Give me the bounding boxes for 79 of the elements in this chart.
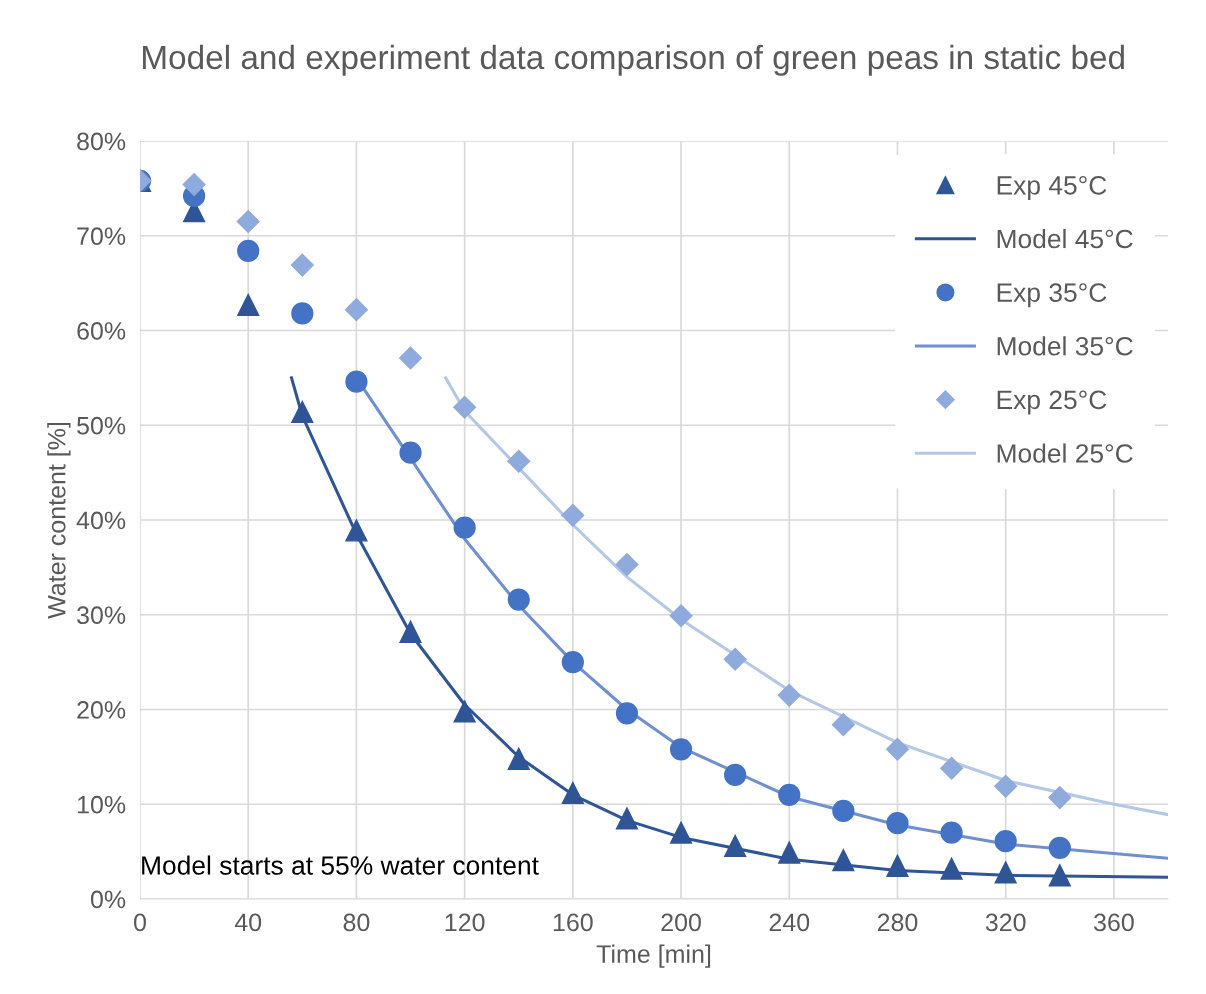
x-tick-label: 200 [661,913,701,932]
point [344,298,368,322]
point [832,849,855,872]
x-tick-label: 320 [985,913,1026,932]
point [669,821,693,844]
point [453,516,476,539]
legend-label: Model 35°C [997,336,1133,356]
point [777,683,801,707]
point [886,854,909,877]
line-series [444,376,1168,817]
legend-label: Model 45°C [997,228,1133,249]
point [453,395,477,419]
point [236,210,260,234]
y-tick-label: 80% [77,132,126,151]
point [615,553,639,577]
point [885,737,909,761]
point [1048,864,1071,887]
point [507,449,531,473]
point [940,857,963,880]
y-tick-label: 0% [90,890,126,909]
point [669,604,693,628]
point [182,173,206,197]
point [723,647,747,671]
point [291,302,314,325]
point [994,830,1017,853]
x-tick-label: 40 [234,913,262,932]
point [778,783,801,806]
x-tick-label: 280 [877,913,918,932]
point [561,781,584,804]
x-tick-label: 160 [553,913,593,932]
point [994,774,1018,798]
legend-label: Exp 45°C [997,176,1107,200]
x-tick-label: 0 [134,913,146,932]
legend-label: Exp 35°C [997,283,1107,308]
point [994,861,1017,884]
legend-label: Model 25°C [997,443,1133,463]
point [237,239,260,263]
point [1048,786,1072,810]
x-tick-label: 240 [769,913,810,932]
point [291,400,314,424]
point [561,503,585,527]
point [615,702,639,725]
point [615,807,639,830]
point [724,834,747,858]
point [1048,836,1071,859]
point [886,812,909,835]
y-tick-label: 10% [77,795,126,814]
point [940,756,964,780]
point [507,588,530,611]
point [669,738,693,761]
point [237,293,260,317]
point [290,253,314,277]
y-tick-label: 20% [77,701,126,719]
y-tick-label: 30% [77,606,126,625]
point [453,700,476,723]
x-tick-label: 360 [1093,913,1134,932]
x-axis-title: Time [min] [596,944,711,968]
point [399,346,423,370]
point [345,370,368,393]
y-axis-title: Water content [%] [47,422,71,619]
y-tick-label: 70% [77,227,126,246]
point [831,713,855,737]
annotation: Model starts at 55% water content [142,855,539,875]
y-tick-label: 50% [77,416,126,435]
chart-title: Model and experiment data comparison of green peas in static bed [143,44,1124,76]
point [832,799,855,822]
point [507,747,530,770]
point [561,651,584,674]
point [399,441,422,464]
point [345,519,368,542]
point [724,763,747,786]
point [399,620,422,643]
y-tick-label: 40% [76,511,126,530]
legend-label: Exp 25°C [997,390,1107,415]
x-tick-label: 80 [343,913,370,932]
point [940,821,963,844]
point [778,841,801,864]
x-tick-label: 120 [445,913,485,932]
y-tick-label: 60% [77,322,126,340]
